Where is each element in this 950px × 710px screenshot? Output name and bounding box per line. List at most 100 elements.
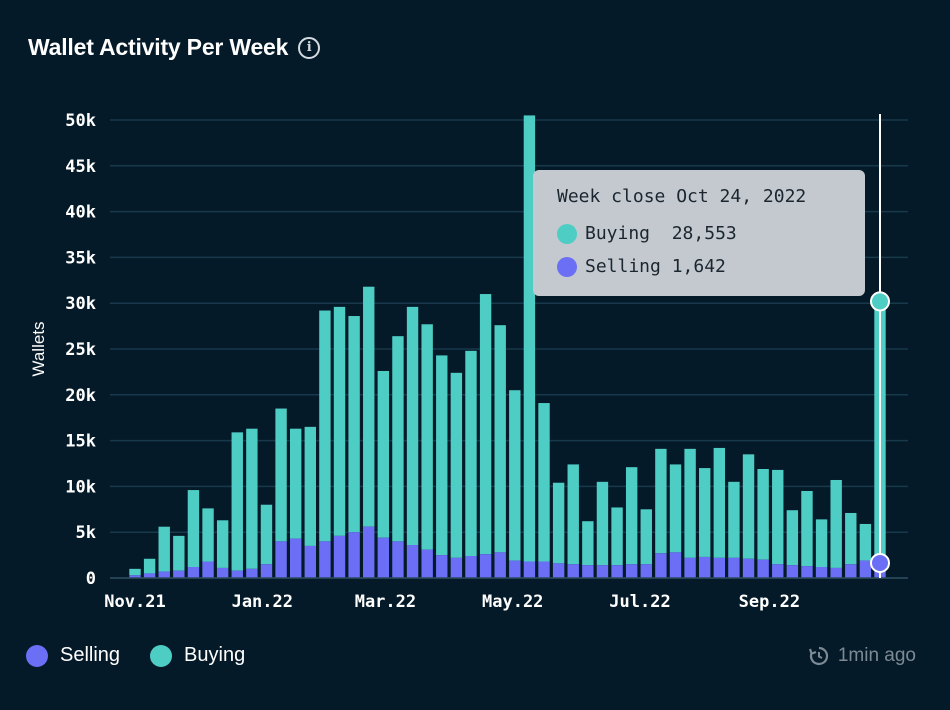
bar-buying [436, 355, 448, 556]
bar-selling [260, 564, 273, 578]
selling-dot-icon [557, 256, 577, 277]
bar-buying [713, 447, 726, 558]
bar-selling [479, 554, 492, 578]
bar-selling [815, 567, 828, 578]
bar-buying [582, 521, 594, 566]
bar-selling [509, 560, 521, 578]
bar-buying [596, 481, 609, 566]
bar-buying [815, 519, 828, 568]
refresh-clock-icon[interactable] [808, 645, 830, 667]
chart-legend: Selling Buying [26, 644, 275, 667]
bar-buying [655, 448, 667, 554]
bar-selling [275, 541, 287, 578]
bar-selling [625, 564, 638, 578]
bar-buying [173, 535, 185, 571]
bar-buying [684, 448, 696, 558]
bar-buying [772, 469, 784, 565]
y-tick-label: 25k [65, 340, 96, 360]
bar-selling [143, 573, 156, 578]
updated-text: 1min ago [837, 645, 916, 666]
bar-selling [158, 571, 170, 578]
y-tick-label: 10k [65, 477, 96, 497]
tooltip-title: Week close Oct 24, 2022 [557, 186, 807, 207]
bar-buying [304, 426, 316, 546]
y-tick-label: 5k [76, 523, 96, 543]
chart-tooltip: Week close Oct 24, 2022 Buying 28,553 Se… [533, 170, 865, 296]
x-tick-label: Jul.22 [609, 592, 670, 612]
bar-selling [669, 552, 682, 578]
bar-buying [216, 520, 229, 568]
bar-selling [363, 526, 375, 578]
x-tick-label: Jan.22 [232, 592, 293, 612]
bar-selling [684, 557, 696, 578]
bar-selling [757, 559, 769, 578]
bar-selling [465, 556, 477, 578]
bar-selling [699, 556, 711, 578]
bar-selling [728, 557, 740, 578]
legend-selling-label: Selling [60, 644, 121, 666]
bar-buying [392, 336, 404, 542]
bar-buying [260, 504, 273, 565]
info-icon[interactable]: i [298, 36, 321, 59]
bar-selling [801, 566, 813, 578]
last-updated: 1min ago [808, 645, 916, 667]
bar-buying [450, 372, 463, 558]
bar-buying [319, 310, 331, 542]
bar-selling [772, 564, 784, 578]
bar-buying [479, 294, 492, 555]
legend-buying-label: Buying [184, 644, 246, 666]
legend-item-buying[interactable]: Buying [150, 644, 245, 667]
bar-selling [830, 567, 842, 578]
bar-buying [757, 468, 769, 560]
bar-buying [421, 324, 433, 550]
bar-buying [625, 467, 638, 565]
bar-selling [319, 541, 331, 578]
bar-buying [129, 568, 141, 576]
y-tick-label: 45k [65, 157, 96, 177]
bar-selling [713, 557, 726, 578]
y-tick-label: 0 [86, 569, 96, 589]
bar-buying [143, 558, 156, 574]
bar-buying [699, 468, 711, 557]
bar-buying [728, 481, 740, 558]
bar-selling [289, 538, 302, 578]
bar-buying [669, 464, 682, 553]
bar-selling [304, 545, 316, 578]
bar-buying [859, 523, 872, 561]
bar-buying [231, 432, 243, 571]
bar-selling [596, 565, 609, 578]
bar-buying [187, 490, 200, 568]
bar-selling [231, 570, 243, 578]
bar-buying [406, 306, 419, 546]
y-tick-label: 20k [65, 386, 96, 406]
bar-buying [509, 390, 521, 561]
bar-selling [494, 552, 506, 578]
bar-buying [742, 454, 755, 559]
bar-selling [450, 557, 463, 578]
chart-header: Wallet Activity Per Week i [28, 34, 321, 61]
bar-buying [494, 325, 506, 553]
bar-buying [830, 479, 842, 568]
bar-selling [538, 561, 550, 578]
legend-item-selling[interactable]: Selling [26, 644, 120, 667]
tooltip-selling-label: Selling [585, 256, 661, 277]
bar-buying [640, 509, 652, 565]
chart-title: Wallet Activity Per Week [28, 34, 289, 60]
bar-buying [567, 464, 579, 565]
bar-buying [158, 526, 170, 572]
bar-selling [348, 532, 360, 578]
bar-selling [173, 570, 185, 578]
bar-selling [742, 558, 755, 578]
bar-buying [801, 490, 813, 567]
bar-selling [421, 549, 433, 578]
hover-point-buying [870, 291, 890, 312]
x-tick-label: Nov.21 [104, 592, 165, 612]
x-tick-label: May.22 [482, 592, 543, 612]
buying-dot-icon [557, 223, 577, 244]
bar-selling [640, 564, 652, 578]
bar-selling [582, 565, 594, 578]
bar-selling [567, 564, 579, 578]
bar-buying [538, 403, 550, 562]
bar-selling [377, 537, 390, 578]
